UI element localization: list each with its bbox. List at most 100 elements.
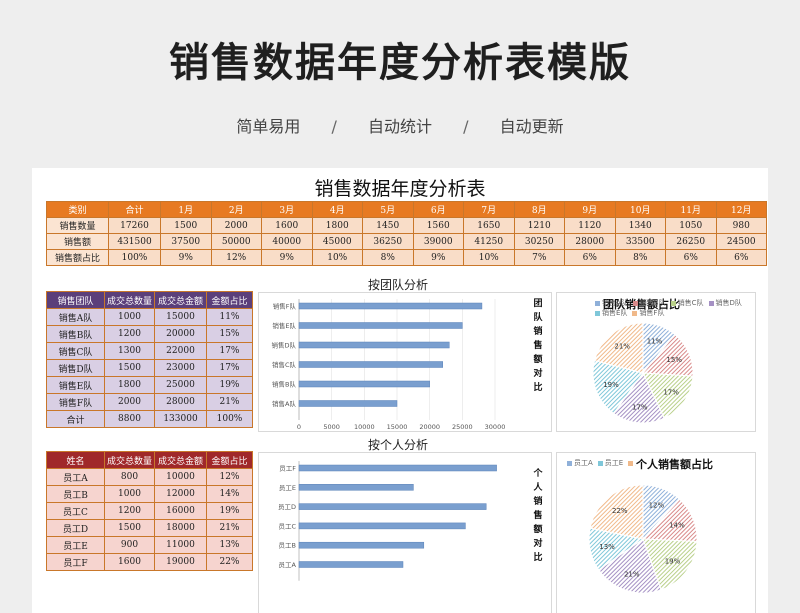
- x-tick-label: 5000: [323, 423, 340, 431]
- category-label: 销售B队: [272, 380, 296, 389]
- bar: [298, 380, 430, 388]
- legend-item: 销售B队: [632, 299, 666, 307]
- summary-cell: 10%: [463, 249, 515, 266]
- slice-label: 19%: [603, 381, 619, 389]
- summary-cell: 销售数量: [46, 217, 109, 234]
- summary-header-cell: 9月: [564, 201, 616, 218]
- category-label: 销售C队: [272, 360, 297, 369]
- chart-title-char: 销: [533, 497, 543, 507]
- person-row: 员工D 1500 18000 21%: [46, 519, 253, 537]
- team-cell: 销售A队: [46, 308, 105, 326]
- legend-item: 员工E: [597, 459, 623, 467]
- team-cell: 销售F队: [46, 393, 105, 411]
- summary-cell: 8%: [614, 249, 666, 266]
- summary-cell: 41250: [463, 233, 515, 250]
- summary-cell: 24500: [715, 233, 767, 250]
- team-cell: 销售B队: [46, 325, 105, 343]
- category-label: 销售A队: [272, 399, 296, 408]
- team-cell: 21%: [206, 393, 253, 411]
- summary-cell: 45000: [311, 233, 363, 250]
- person-bar-chart: 员工F 员工E 员工D 员工C 员工B 员工A 个人销售额对比: [258, 452, 552, 613]
- person-cell: 1600: [104, 553, 155, 571]
- person-cell: 12%: [206, 468, 253, 486]
- summary-cell: 39000: [412, 233, 464, 250]
- team-row: 销售C队 1300 22000 17%: [46, 342, 253, 360]
- slice-label: 21%: [614, 343, 630, 351]
- chart-title-char: 团: [533, 299, 543, 309]
- summary-header-cell: 类别: [46, 201, 109, 218]
- slice-label: 15%: [666, 356, 682, 364]
- team-pie-chart: 团队销售额占比 销售A队 销售B队 销售C队 销售D队销售E队 销售F队 11% 15% 1…: [556, 292, 756, 432]
- team-row: 销售F队 2000 28000 21%: [46, 393, 253, 411]
- summary-cell: 1800: [311, 217, 363, 234]
- team-cell: 1500: [104, 359, 155, 377]
- person-row: 员工A 800 10000 12%: [46, 468, 253, 486]
- person-cell: 1200: [104, 502, 155, 520]
- summary-header-cell: 4月: [311, 201, 363, 218]
- summary-cell: 28000: [564, 233, 616, 250]
- person-header-cell: 成交总数量: [104, 451, 155, 469]
- person-cell: 22%: [206, 553, 253, 571]
- team-cell: 20000: [154, 325, 207, 343]
- chart-title-char: 销: [533, 327, 543, 337]
- person-section-label: 按个人分析: [368, 438, 429, 452]
- summary-cell: 6%: [564, 249, 616, 266]
- legend-swatch: [597, 460, 603, 466]
- x-tick-label: 30000: [485, 423, 506, 431]
- summary-header-cell: 合计: [108, 201, 161, 218]
- legend-item: 员工A: [567, 459, 593, 467]
- summary-cell: 1450: [362, 217, 414, 234]
- category-label: 员工E: [279, 484, 296, 492]
- bar: [298, 541, 425, 549]
- bar: [298, 400, 398, 407]
- chart-title-char: 对: [533, 539, 543, 549]
- summary-cell: 12%: [210, 249, 262, 266]
- team-cell: 28000: [154, 393, 207, 411]
- summary-header-cell: 11月: [665, 201, 717, 218]
- person-cell: 员工F: [46, 553, 105, 571]
- person-cell: 16000: [154, 502, 207, 520]
- summary-cell: 40000: [261, 233, 313, 250]
- summary-table: 类别 合计 1月 2月 3月 4月 5月 6月 7月 8月 9月 10月 11月 12月 销售数量 17260…: [46, 201, 767, 266]
- summary-header-cell: 5月: [362, 201, 414, 218]
- chart-title-char: 额: [533, 355, 543, 365]
- team-header-cell: 销售团队: [46, 291, 105, 309]
- legend-item: 销售C队: [670, 299, 704, 307]
- team-cell: 11%: [206, 308, 253, 326]
- category-label: 销售D队: [271, 341, 296, 350]
- person-row: 员工B 1000 12000 14%: [46, 485, 253, 503]
- summary-cell: 36250: [362, 233, 414, 250]
- chart-title-char: 人: [533, 483, 543, 493]
- person-cell: 员工A: [46, 468, 105, 486]
- person-cell: 800: [104, 468, 155, 486]
- slice-label: 17%: [632, 403, 648, 411]
- summary-header-cell: 6月: [412, 201, 464, 218]
- slice-label: 19%: [665, 557, 681, 565]
- team-cell: 19%: [206, 376, 253, 394]
- chart-title-char: 个: [533, 469, 543, 479]
- person-cell: 900: [104, 536, 155, 554]
- pie-slice: [642, 372, 694, 419]
- category-label: 销售F队: [273, 302, 297, 311]
- team-row: 合计 8800 133000 100%: [46, 410, 253, 428]
- team-row: 销售A队 1000 15000 11%: [46, 308, 253, 326]
- summary-cell: 6%: [665, 249, 717, 266]
- person-cell: 10000: [154, 468, 207, 486]
- summary-cell: 销售额占比: [46, 249, 109, 266]
- slice-label: 14%: [669, 522, 685, 530]
- bar: [298, 361, 443, 368]
- summary-cell: 销售额: [46, 233, 109, 250]
- category-label: 销售E队: [272, 321, 296, 330]
- team-cell: 8800: [104, 410, 155, 428]
- team-cell: 1000: [104, 308, 155, 326]
- legend-swatch: [708, 300, 714, 306]
- x-tick-label: 0: [297, 423, 301, 431]
- summary-cell: 30250: [513, 233, 565, 250]
- summary-row: 销售额占比 100% 9% 12% 9% 10% 8% 9% 10% 7% 6% 8% 6% 6%: [46, 249, 767, 266]
- summary-header-cell: 2月: [210, 201, 262, 218]
- team-cell: 133000: [154, 410, 207, 428]
- bar: [298, 341, 450, 349]
- legend-swatch: [632, 310, 638, 316]
- summary-cell: 1600: [261, 217, 313, 234]
- summary-cell: 1500: [160, 217, 212, 234]
